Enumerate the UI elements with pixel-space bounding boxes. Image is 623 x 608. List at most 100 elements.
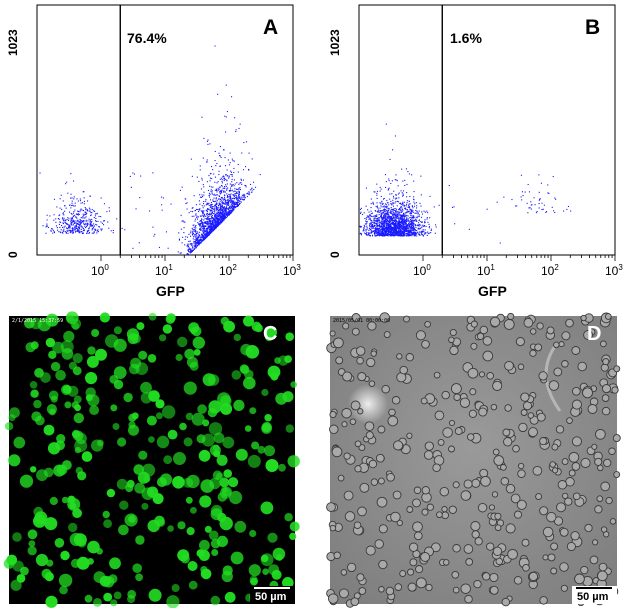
scatter-point [380, 231, 382, 233]
brightfield-cell [356, 573, 365, 582]
fluorescent-cell [156, 435, 170, 449]
scatter-point [411, 222, 413, 224]
scatter-point [409, 217, 411, 219]
scatter-point [416, 232, 418, 234]
scatter-point [86, 232, 88, 234]
scatter-point [375, 227, 377, 229]
fluorescent-cell [155, 412, 163, 420]
scatter-point [227, 214, 229, 216]
scatter-point [233, 195, 235, 197]
scatter-point [232, 203, 234, 205]
scatter-point [547, 192, 549, 194]
scatter-point [384, 233, 386, 235]
scatter-point [199, 242, 201, 244]
scatter-point [222, 214, 224, 216]
scatter-point [366, 227, 368, 229]
scatter-point [404, 223, 406, 225]
scatter-point [399, 218, 401, 220]
fluorescent-cell [103, 519, 112, 529]
scatter-point [83, 222, 85, 224]
scatter-point [364, 226, 366, 228]
scatter-point [124, 229, 126, 231]
scatter-point [379, 225, 381, 227]
scatter-point [227, 208, 229, 210]
scatter-point [216, 222, 218, 224]
fluorescent-cell [210, 595, 221, 606]
scatter-point [207, 208, 209, 210]
scatter-point [403, 233, 405, 235]
scatter-point [194, 230, 196, 232]
fluorescent-cell [113, 379, 124, 390]
scatter-point [243, 195, 245, 197]
scatter-point [405, 212, 407, 214]
scatter-point [71, 218, 73, 220]
scatter-point [394, 233, 396, 235]
scatter-point [219, 221, 221, 223]
scatter-point [222, 215, 224, 217]
scatter-point [223, 211, 225, 213]
scatter-point [362, 230, 364, 232]
scatter-point [371, 220, 373, 222]
scatter-point [46, 225, 48, 227]
scatter-point [229, 207, 231, 209]
scatter-point [88, 207, 90, 209]
scatter-point [220, 210, 222, 212]
scatter-point [219, 205, 221, 207]
scatter-point [210, 227, 212, 229]
scatter-point [421, 226, 423, 228]
scatter-point [72, 231, 74, 233]
scatter-point [212, 230, 214, 232]
brightfield-cell [426, 503, 434, 511]
scatter-point [399, 231, 401, 233]
scatter-point [423, 225, 425, 227]
scatter-point [384, 216, 386, 218]
brightfield-cell [539, 506, 549, 516]
brightfield-cell [550, 542, 559, 551]
scatter-point [82, 232, 84, 234]
brightfield-cell [538, 371, 548, 381]
scatter-point [212, 223, 214, 225]
scatter-point [392, 210, 394, 212]
fluorescent-cell [3, 558, 15, 569]
panel-label-d: D [587, 323, 601, 345]
scatter-point [405, 212, 407, 214]
scatter-point [231, 205, 233, 207]
scatter-point [399, 208, 401, 210]
brightfield-cell [473, 579, 482, 589]
brightfield-cell [469, 388, 477, 396]
scatter-point [401, 235, 403, 237]
scatter-point [393, 225, 395, 227]
scatter-point [230, 170, 232, 172]
fluorescent-cell [4, 422, 14, 431]
scatter-point [217, 215, 219, 217]
scatter-point [203, 227, 205, 229]
brightfield-cell [478, 407, 488, 417]
scatter-point [398, 197, 400, 199]
scatter-point [198, 211, 200, 213]
scatter-point [389, 224, 391, 226]
fluorescent-cell [171, 584, 180, 592]
fluorescent-cell [112, 423, 120, 430]
scatter-point [231, 209, 233, 211]
scatter-point [66, 227, 68, 229]
fluorescent-cell [248, 564, 261, 577]
scatter-point [203, 227, 205, 229]
scatter-point [400, 222, 402, 224]
scatter-point [407, 220, 409, 222]
scatter-point [198, 235, 200, 237]
scatter-point [386, 212, 388, 214]
scatter-point [406, 196, 408, 198]
scatter-point [205, 237, 207, 239]
scatter-point [225, 207, 227, 209]
fluorescent-cell [148, 588, 162, 602]
scatter-point [243, 193, 245, 195]
scatter-point [396, 217, 398, 219]
scatter-point [408, 205, 410, 207]
fluorescent-cell [199, 539, 210, 551]
scatter-point [76, 227, 78, 229]
scatter-point [227, 198, 229, 200]
scatter-point [204, 237, 206, 239]
scatter-point [386, 228, 388, 230]
scatter-point [211, 222, 213, 224]
scatter-point [75, 225, 77, 227]
